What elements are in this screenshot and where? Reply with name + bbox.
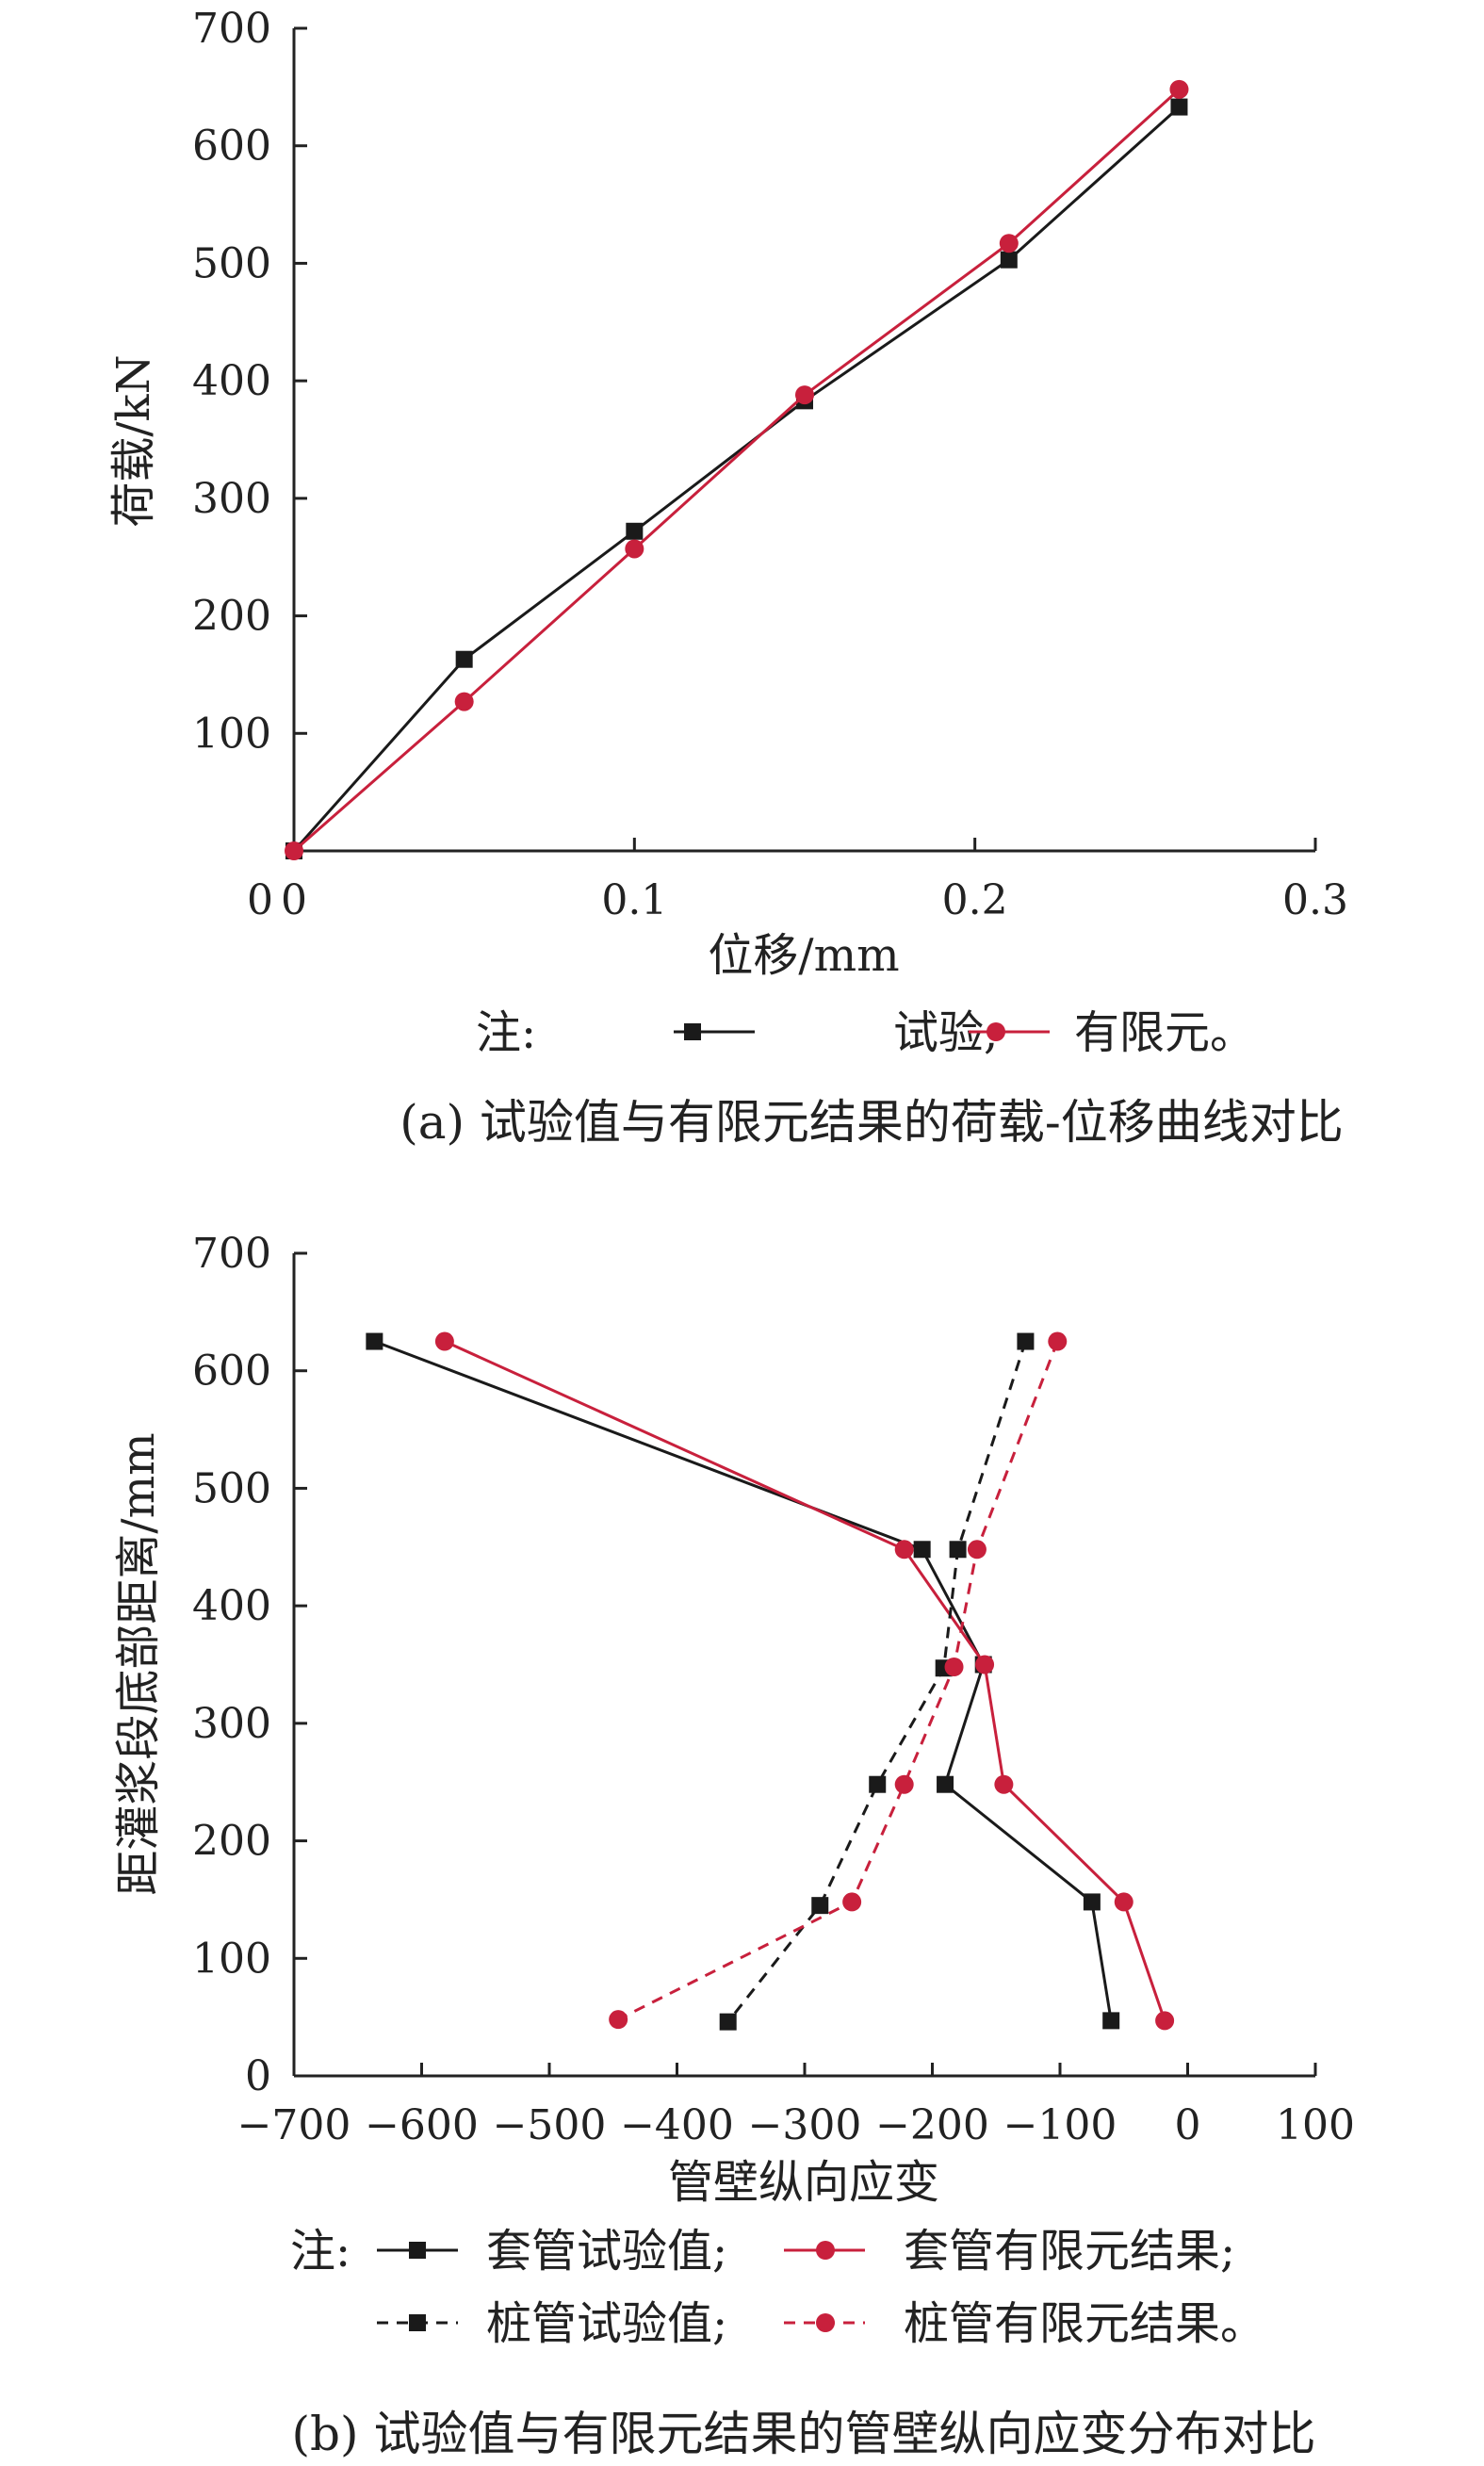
x-tick-label: 100 bbox=[1276, 2101, 1355, 2149]
y-tick-label: 500 bbox=[192, 1464, 271, 1512]
data-point bbox=[454, 692, 474, 711]
data-point bbox=[894, 1540, 914, 1560]
data-point bbox=[999, 234, 1019, 253]
data-point bbox=[609, 2010, 628, 2030]
data-point bbox=[949, 1541, 967, 1559]
series-line bbox=[292, 106, 1181, 852]
legend-label: 套管有限元结果; bbox=[904, 2225, 1235, 2278]
y-tick-label: 600 bbox=[192, 122, 271, 171]
y-tick-label: 100 bbox=[192, 710, 271, 758]
x-axis-label: 管壁纵向应变 bbox=[668, 2156, 939, 2209]
y-tick-label: 100 bbox=[192, 1935, 271, 1983]
y-tick-label: 0 bbox=[245, 2052, 271, 2100]
y-tick-label: 700 bbox=[192, 5, 271, 53]
y-tick-label: 400 bbox=[192, 1582, 271, 1630]
y-axis-label: 距灌浆段底部距离/mm bbox=[112, 1432, 165, 1895]
legend-marker bbox=[409, 2242, 426, 2259]
series-line bbox=[293, 88, 1181, 853]
chart-caption: (a) 试验值与有限元结果的荷载-位移曲线对比 bbox=[400, 1095, 1344, 1150]
legend-marker bbox=[409, 2314, 426, 2331]
data-point bbox=[625, 539, 644, 559]
data-point bbox=[455, 650, 473, 668]
data-point bbox=[434, 1331, 454, 1351]
data-point bbox=[1102, 2012, 1120, 2030]
chart-caption: (b) 试验值与有限元结果的管壁纵向应变分布对比 bbox=[292, 2407, 1316, 2461]
legend-label: 有限元。 bbox=[1074, 1006, 1255, 1059]
x-tick-label: 0.2 bbox=[942, 876, 1008, 924]
data-point bbox=[937, 1775, 954, 1793]
y-tick-label: 600 bbox=[192, 1347, 271, 1396]
data-point bbox=[366, 1332, 383, 1350]
data-point bbox=[913, 1541, 931, 1559]
chart-b: −700 −600 −500 −400 −300 −200 −100 0 100 0 100 200 3… bbox=[112, 1230, 1355, 2461]
x-tick-label: 0.3 bbox=[1282, 876, 1348, 924]
legend-label: 桩管有限元结果。 bbox=[904, 2297, 1265, 2350]
x-tick-label: −300 bbox=[748, 2101, 862, 2149]
data-point bbox=[842, 1892, 862, 1912]
legend-marker bbox=[684, 1023, 701, 1040]
x-axis-label: 位移/mm bbox=[708, 929, 899, 982]
data-point bbox=[719, 2013, 737, 2031]
origin-label: 0 bbox=[247, 876, 273, 924]
x-tick-label: −100 bbox=[1003, 2101, 1117, 2149]
series-line bbox=[444, 1340, 1166, 2021]
x-tick-label: 0 bbox=[281, 876, 307, 924]
x-tick-label: −700 bbox=[237, 2101, 351, 2149]
legend-note-prefix: 注: bbox=[476, 1006, 536, 1059]
data-point bbox=[1083, 1893, 1101, 1911]
legend-note-prefix: 注: bbox=[290, 2225, 351, 2278]
data-point bbox=[285, 841, 303, 860]
y-tick-label: 300 bbox=[192, 475, 271, 523]
legend-label: 桩管试验值; bbox=[486, 2297, 727, 2350]
legend-marker bbox=[816, 2313, 835, 2332]
x-tick-label: −500 bbox=[493, 2101, 607, 2149]
series-line bbox=[726, 1341, 1027, 2023]
data-point bbox=[811, 1897, 829, 1915]
data-point bbox=[1048, 1331, 1068, 1351]
series-line bbox=[617, 1340, 1059, 2021]
data-point bbox=[994, 1774, 1014, 1794]
data-point bbox=[1169, 79, 1189, 99]
data-point bbox=[1017, 1332, 1035, 1350]
chart-a: 0 0.1 0.2 0.3 100 200 300 400 500 600 700 0 位移/mm 荷载/… bbox=[107, 5, 1348, 1150]
y-tick-label: 200 bbox=[192, 593, 271, 641]
y-tick-label: 700 bbox=[192, 1230, 271, 1278]
data-point bbox=[869, 1775, 887, 1793]
x-tick-label: −400 bbox=[620, 2101, 734, 2149]
data-point bbox=[967, 1540, 987, 1560]
legend-marker bbox=[987, 1022, 1005, 1041]
data-point bbox=[894, 1774, 914, 1794]
y-tick-label: 300 bbox=[192, 1700, 271, 1748]
data-point bbox=[975, 1655, 995, 1674]
x-tick-label: 0.1 bbox=[601, 876, 667, 924]
series-line bbox=[373, 1340, 1113, 2021]
data-point bbox=[944, 1657, 964, 1676]
legend-marker bbox=[816, 2241, 835, 2260]
y-tick-label: 400 bbox=[192, 357, 271, 405]
y-axis-label: 荷载/kN bbox=[107, 354, 160, 527]
data-point bbox=[1000, 251, 1018, 269]
data-point bbox=[626, 522, 644, 540]
data-point bbox=[1170, 98, 1188, 116]
x-tick-label: 0 bbox=[1175, 2101, 1201, 2149]
data-point bbox=[795, 385, 814, 405]
y-tick-label: 500 bbox=[192, 239, 271, 287]
x-tick-label: −200 bbox=[875, 2101, 989, 2149]
x-tick-label: −600 bbox=[365, 2101, 479, 2149]
data-point bbox=[1155, 2011, 1175, 2031]
legend-label: 套管试验值; bbox=[486, 2225, 727, 2278]
y-tick-label: 200 bbox=[192, 1818, 271, 1866]
data-point bbox=[1114, 1892, 1133, 1912]
